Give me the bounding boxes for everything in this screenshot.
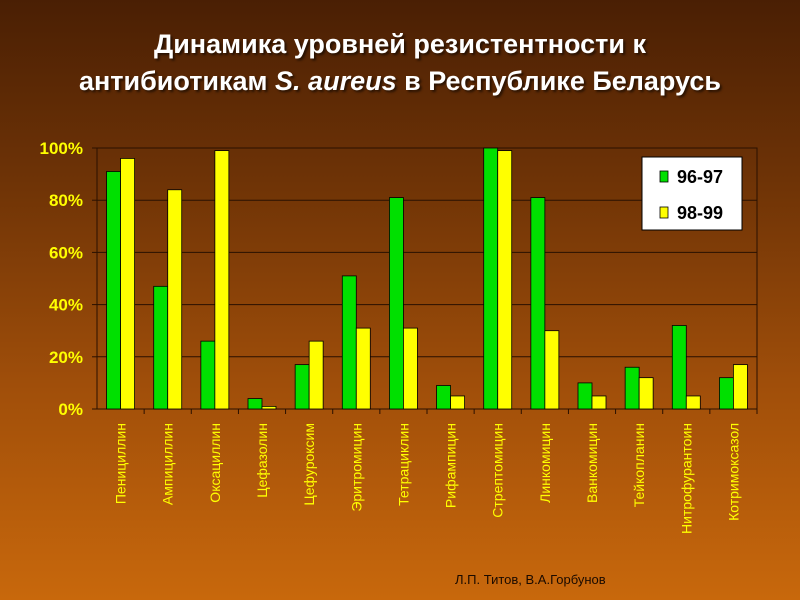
x-tick-label: Цефазолин [254,423,270,498]
bar-96-97 [153,285,169,410]
bar-98-99 [214,150,230,410]
bar-98-99 [638,377,654,410]
bar-96-97 [530,197,546,410]
bar-98-99 [685,395,701,410]
bar-96-97 [577,382,593,410]
bar-98-99 [261,405,277,410]
x-tick-label: Ванкомицин [584,423,600,503]
y-tick-label: 100% [40,139,83,158]
x-tick-label: Тетрациклин [395,423,411,506]
y-tick-label: 60% [49,243,83,262]
bar-98-99 [355,327,371,410]
bar-96-97 [671,325,687,410]
y-tick-label: 80% [49,191,83,210]
bar-96-97 [200,340,216,410]
bar-96-97 [106,171,121,410]
x-tick-label: Нитрофурантоин [678,423,694,534]
bar-96-97 [247,398,263,410]
bar-98-99 [120,158,135,410]
bar-98-99 [450,395,465,410]
bar-98-99 [591,395,607,410]
legend-label: 96-97 [677,167,723,187]
bar-96-97 [483,147,499,410]
x-tick-label: Оксациллин [207,423,223,503]
x-tick-label: Рифампицин [443,423,459,508]
title-line-1: Динамика уровней резистентности к [153,29,647,59]
bar-98-99 [403,327,418,410]
legend [641,156,743,231]
y-tick-label: 40% [49,296,83,315]
title-line-2: антибиотикам S. aureus в Республике Бела… [0,63,800,100]
bar-98-99 [733,364,748,410]
legend-label: 98-99 [677,203,723,223]
x-tick-label: Тейкопланин [631,423,647,507]
title-line-2-pre: антибиотикам [78,66,276,96]
chart-title: Динамика уровней резистентности к антиби… [0,26,800,100]
y-tick-label: 0% [58,400,83,419]
x-tick-label: Котримоксазол [725,423,741,521]
bar-98-99 [308,340,324,410]
bar-96-97 [389,197,404,410]
bar-96-97 [294,364,310,410]
bar-96-97 [624,366,640,410]
bar-98-99 [544,330,560,410]
legend-swatch [659,206,669,219]
bar-98-99 [167,189,183,410]
title-species: S. aureus [275,66,397,96]
x-tick-label: Линкомицин [537,423,553,503]
x-tick-label: Эритромицин [348,423,364,512]
bar-96-97 [719,377,734,410]
x-tick-label: Цефуроксим [301,423,317,506]
x-tick-label: Пенициллин [113,423,129,504]
x-tick-label: Стрептомицин [490,423,506,518]
y-tick-label: 20% [49,348,83,367]
title-line-2-post: в Республике Беларусь [396,66,722,96]
bar-98-99 [497,150,513,410]
legend-swatch [659,170,669,183]
x-tick-label: Ампициллин [160,423,176,505]
bar-96-97 [341,275,357,410]
author-credit: Л.П. Титов, В.А.Горбунов [455,572,606,587]
bar-96-97 [436,385,451,410]
